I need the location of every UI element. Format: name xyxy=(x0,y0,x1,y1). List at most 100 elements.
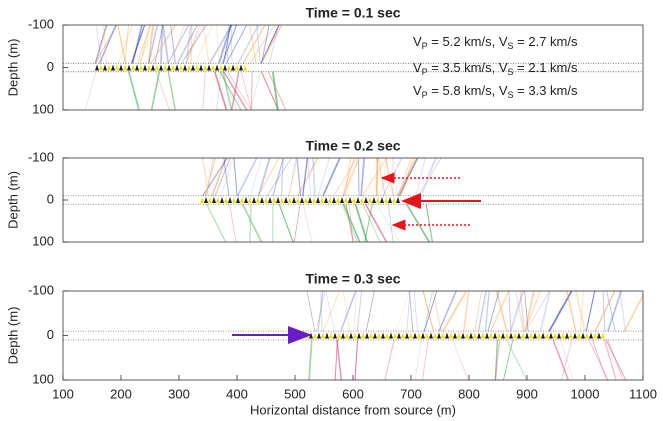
wave-front xyxy=(199,64,203,71)
wave xyxy=(602,291,606,332)
wave xyxy=(362,203,381,242)
wave xyxy=(503,339,514,380)
wave xyxy=(249,25,276,64)
wave xyxy=(127,71,140,110)
wave xyxy=(268,25,280,64)
wave-front xyxy=(393,332,397,339)
wave-front xyxy=(280,197,284,203)
wave-front xyxy=(147,64,151,71)
wave-front xyxy=(585,332,589,339)
wave-front xyxy=(577,332,581,339)
wave xyxy=(222,71,233,110)
wave xyxy=(249,71,262,110)
wave-front xyxy=(107,64,111,71)
wave-front xyxy=(396,197,400,203)
wave xyxy=(167,71,176,110)
wave xyxy=(605,339,627,380)
wave-front xyxy=(167,64,171,71)
y-tick-label: -100 xyxy=(28,282,54,297)
wave-front xyxy=(597,332,601,339)
annotation-part: = 5.2 km/s, V xyxy=(428,34,508,49)
wavefield-panel xyxy=(305,291,643,380)
wave xyxy=(438,291,458,332)
wave xyxy=(579,291,584,332)
wave-front xyxy=(175,64,179,71)
wave-front xyxy=(361,332,365,339)
wave-front xyxy=(256,197,260,203)
wave-front xyxy=(453,332,457,339)
wavefield xyxy=(84,25,643,380)
wave-front xyxy=(191,64,195,71)
wave xyxy=(375,158,379,197)
wave xyxy=(155,71,170,110)
wave-front xyxy=(220,197,224,203)
wave-front xyxy=(171,64,175,71)
wave-front xyxy=(223,64,227,71)
wave-front xyxy=(219,64,223,71)
wave xyxy=(356,291,363,332)
wave-front xyxy=(115,64,119,71)
wave xyxy=(84,71,97,110)
wave xyxy=(420,158,437,197)
chart-title: Time = 0.1 sec xyxy=(305,5,400,21)
wave xyxy=(230,25,233,64)
wave-front xyxy=(300,197,304,203)
y-tick-label: 0 xyxy=(47,191,54,206)
wave-front xyxy=(212,197,216,203)
wave xyxy=(422,339,429,380)
wave-front xyxy=(425,332,429,339)
wave xyxy=(364,203,388,242)
wave xyxy=(250,71,253,110)
wave-front xyxy=(501,332,505,339)
wave xyxy=(594,291,616,332)
wave-front xyxy=(521,332,525,339)
wave xyxy=(256,25,261,64)
wave xyxy=(606,339,624,380)
wave-front xyxy=(493,332,497,339)
wave xyxy=(508,291,512,332)
wave xyxy=(552,339,569,380)
wave xyxy=(487,291,500,332)
wave-front xyxy=(409,332,413,339)
wave-front xyxy=(135,64,139,71)
wave xyxy=(249,158,263,197)
wave xyxy=(202,71,206,110)
wave-front xyxy=(159,64,163,71)
wave xyxy=(415,158,438,197)
wavefield-panel xyxy=(200,158,442,242)
x-tick-label: 800 xyxy=(458,386,480,401)
wave-front xyxy=(385,332,389,339)
wave xyxy=(623,293,643,332)
wave-front xyxy=(127,64,131,71)
wave-front xyxy=(215,64,219,71)
wave xyxy=(257,158,280,197)
wave-front xyxy=(272,197,276,203)
wave-front xyxy=(320,197,324,203)
x-axis-label: Horizontal distance from source (m) xyxy=(250,402,456,417)
wave-front xyxy=(183,64,187,71)
wave-front xyxy=(353,332,357,339)
wave-front xyxy=(369,332,373,339)
wave xyxy=(233,158,238,197)
wave xyxy=(588,339,609,380)
wave-front xyxy=(296,197,300,203)
wave xyxy=(249,25,257,64)
wave xyxy=(95,25,103,64)
wave-front xyxy=(392,197,396,203)
wave xyxy=(395,291,410,332)
wave-front xyxy=(333,332,337,339)
wave-front xyxy=(377,332,381,339)
wave xyxy=(417,158,442,197)
wave xyxy=(524,291,535,332)
x-tick-label: 900 xyxy=(516,386,538,401)
x-tick-label: 600 xyxy=(342,386,364,401)
wave xyxy=(170,25,185,64)
wave xyxy=(98,25,117,64)
wave-front xyxy=(313,332,317,339)
wave xyxy=(333,158,358,197)
x-tick-label: 1100 xyxy=(629,386,657,401)
wave xyxy=(306,291,316,332)
wave xyxy=(167,25,190,64)
wave xyxy=(317,158,331,197)
wave-front xyxy=(236,197,240,203)
